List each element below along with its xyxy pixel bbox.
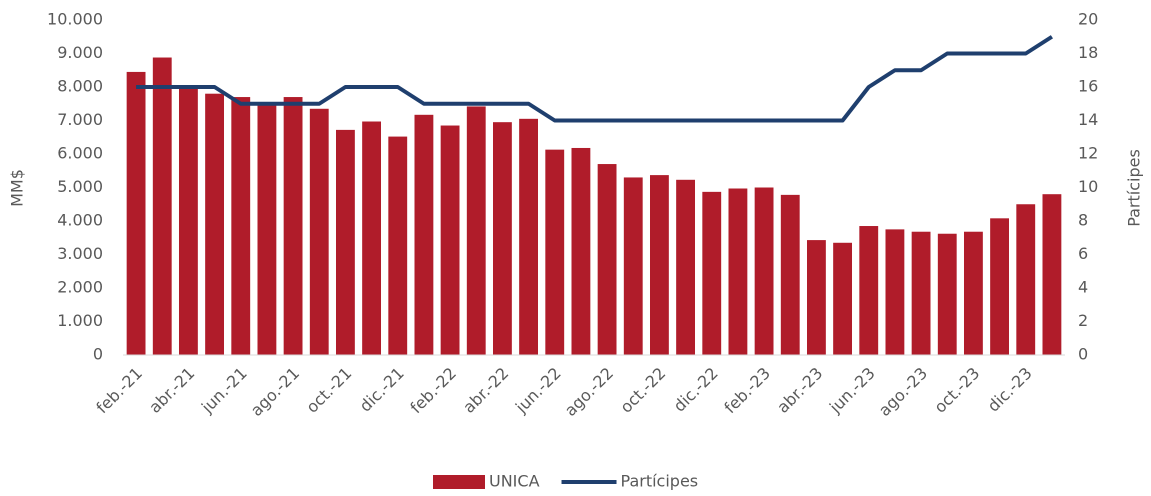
bar — [571, 147, 591, 355]
bar — [963, 231, 983, 355]
bar — [152, 57, 172, 356]
bar — [492, 122, 512, 355]
bar — [519, 118, 539, 355]
y-tick-label: 3.000 — [57, 244, 103, 263]
legend-swatch — [433, 475, 485, 489]
y-tick-label: 5.000 — [57, 177, 103, 196]
bar — [623, 177, 643, 355]
bar — [937, 233, 957, 355]
y-axis-title: MM$ — [8, 169, 27, 207]
y-tick-label: 9.000 — [57, 43, 103, 62]
y-tick-label: 4.000 — [57, 211, 103, 230]
bar — [859, 226, 879, 355]
x-tick-label: dic.-23 — [984, 364, 1036, 416]
bar — [283, 97, 303, 356]
x-tick-label: oct.-21 — [302, 364, 355, 417]
x-tick-label: dic.-21 — [356, 364, 408, 416]
bar — [178, 87, 198, 355]
bar — [309, 108, 329, 356]
y2-tick-label: 18 — [1078, 43, 1098, 62]
x-tick-label: oct.-22 — [616, 364, 669, 417]
bar — [911, 231, 931, 355]
bar — [414, 114, 434, 356]
x-tick-label: abr.-23 — [773, 364, 826, 417]
y2-tick-label: 20 — [1078, 10, 1098, 29]
bar — [257, 103, 277, 355]
bar — [833, 242, 853, 355]
y2-axis-title: Partícipes — [1125, 149, 1144, 227]
bar — [205, 93, 225, 355]
x-tick-label: dic.-22 — [670, 364, 722, 416]
bar — [1016, 204, 1036, 355]
y-tick-label: 8.000 — [57, 77, 103, 96]
y-tick-label: 2.000 — [57, 278, 103, 297]
y2-tick-label: 12 — [1078, 144, 1098, 163]
bar — [885, 229, 905, 355]
y-tick-label: 10.000 — [47, 10, 103, 29]
bar — [231, 97, 251, 356]
x-tick-label: abr.-21 — [145, 364, 198, 417]
y2-tick-label: 6 — [1078, 244, 1088, 263]
bar — [1042, 194, 1062, 355]
x-tick-label: jun.-22 — [511, 364, 565, 418]
bar — [702, 191, 722, 355]
line — [136, 35, 1053, 123]
bar — [676, 179, 696, 355]
y2-tick-label: 14 — [1078, 110, 1098, 129]
y2-tick-label: 10 — [1078, 177, 1098, 196]
x-tick-label: abr.-22 — [459, 364, 512, 417]
bar — [440, 125, 460, 356]
bar — [335, 129, 355, 355]
bar — [545, 149, 565, 355]
bar — [597, 164, 617, 355]
y-tick-label: 0 — [93, 345, 103, 364]
x-tick-label: jun.-23 — [825, 364, 879, 418]
bar — [728, 188, 748, 355]
bar — [780, 194, 800, 355]
x-tick-label: feb.-23 — [720, 364, 774, 418]
x-tick-label: ago.-22 — [561, 364, 617, 420]
y2-tick-label: 4 — [1078, 278, 1088, 297]
x-tick-label: ago.-23 — [875, 364, 931, 420]
y-tick-label: 1.000 — [57, 311, 103, 330]
bar — [649, 175, 669, 355]
bar — [388, 136, 408, 355]
y-tick-label: 7.000 — [57, 110, 103, 129]
y2-tick-label: 0 — [1078, 345, 1088, 364]
legend-label: UNICA — [489, 472, 540, 491]
bar — [466, 106, 486, 356]
y-tick-label: 6.000 — [57, 144, 103, 163]
legend-label: Partícipes — [621, 472, 699, 491]
y2-tick-label: 2 — [1078, 311, 1088, 330]
y2-tick-label: 16 — [1078, 77, 1098, 96]
bar — [990, 218, 1010, 355]
bar — [126, 71, 146, 356]
x-tick-label: feb.-21 — [92, 364, 146, 418]
bar — [362, 121, 382, 355]
y2-tick-label: 8 — [1078, 211, 1088, 230]
bar — [806, 240, 826, 355]
bar — [754, 187, 774, 355]
x-tick-label: jun.-21 — [197, 364, 251, 418]
x-tick-label: feb.-22 — [406, 364, 460, 418]
x-tick-label: oct.-23 — [930, 364, 983, 417]
x-tick-label: ago.-21 — [247, 364, 303, 420]
